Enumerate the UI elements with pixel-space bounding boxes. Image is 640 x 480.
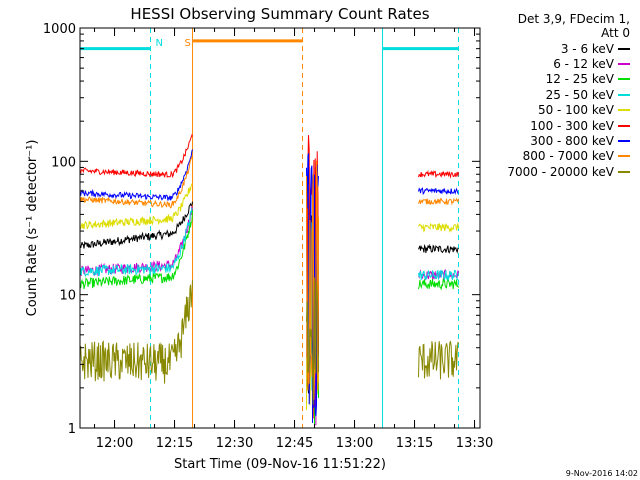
legend-item: 12 - 25 keV: [546, 72, 630, 87]
legend-label: 25 - 50 keV: [545, 87, 614, 102]
legend-label: 100 - 300 keV: [530, 118, 614, 133]
legend-label: 800 - 7000 keV: [522, 149, 614, 164]
legend-label: 6 - 12 keV: [553, 56, 614, 71]
y-tick-label-3: 1000: [43, 22, 76, 37]
series-line-4: [79, 183, 459, 416]
legend-swatch: [618, 78, 630, 81]
x-tick-label-6: 13:30: [456, 436, 493, 451]
legend-label: 3 - 6 keV: [560, 41, 614, 56]
legend-swatch: [618, 170, 630, 173]
legend-label: 300 - 800 keV: [530, 133, 614, 148]
legend-item: 50 - 100 keV: [538, 103, 630, 118]
plot-frame: [79, 27, 481, 429]
legend-item: 800 - 7000 keV: [523, 149, 630, 164]
series-line-2: [79, 210, 459, 429]
legend-swatch: [618, 47, 630, 50]
series-lines: [79, 133, 459, 429]
series-line-6: [79, 149, 459, 423]
legend-item: 6 - 12 keV: [553, 56, 630, 71]
legend-title-line-2: Att 0: [601, 26, 630, 40]
x-axis-label: Start Time (09-Nov-16 11:51:22): [174, 457, 386, 472]
x-tick-label-5: 13:15: [396, 436, 433, 451]
legend-item: 3 - 6 keV: [561, 41, 630, 56]
timestamp: 9-Nov-2016 14:02: [565, 469, 638, 478]
legend-swatch: [618, 155, 630, 158]
y-tick-label-0: 1: [68, 422, 76, 437]
legend-item: 300 - 800 keV: [530, 133, 630, 148]
legend-swatch: [618, 62, 630, 65]
flag-label-2: S: [185, 38, 191, 49]
legend-item: 100 - 300 keV: [530, 118, 630, 133]
legend-title-line-1: Det 3,9, FDecim 1,: [517, 12, 630, 26]
legend-item: 25 - 50 keV: [546, 87, 630, 102]
legend-swatch: [618, 109, 630, 112]
y-tick-label-1: 10: [59, 289, 76, 304]
series-line-8: [79, 277, 459, 405]
legend-swatch: [618, 124, 630, 127]
legend-label: 50 - 100 keV: [537, 103, 614, 118]
legend-swatch: [618, 93, 630, 96]
legend-item: 7000 - 20000 keV: [507, 164, 630, 179]
x-tick-label-4: 13:00: [336, 436, 373, 451]
axis-ticks: 12:00 12:15 12:30 12:45 13:00 13:15 13:30 1 10 10…: [43, 22, 493, 451]
legend-swatch: [618, 139, 630, 142]
x-tick-label-3: 12:45: [276, 436, 313, 451]
y-axis-label: Count Rate (s⁻¹ detector⁻¹): [25, 140, 40, 317]
legend-label: 12 - 25 keV: [545, 72, 614, 87]
flag-label-1: N: [156, 38, 163, 49]
legend-label: 7000 - 20000 keV: [507, 164, 614, 179]
x-tick-label-2: 12:30: [216, 436, 253, 451]
x-tick-label-0: 12:00: [96, 436, 133, 451]
x-tick-label-1: 12:15: [156, 436, 193, 451]
chart-title: HESSI Observing Summary Count Rates: [130, 5, 429, 23]
y-tick-label-2: 100: [51, 155, 76, 170]
